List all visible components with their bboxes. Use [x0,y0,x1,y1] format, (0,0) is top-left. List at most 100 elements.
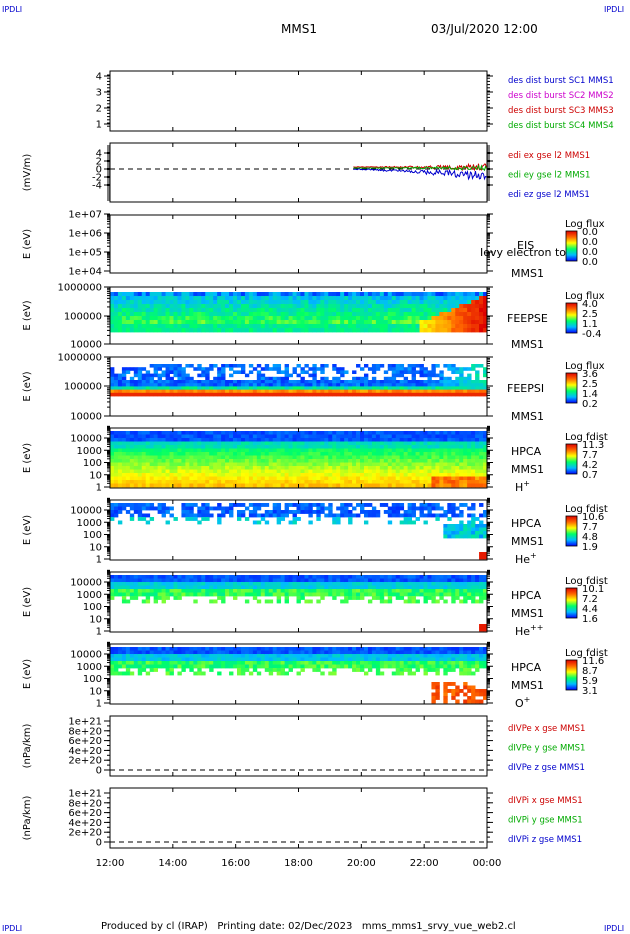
heatmap-cell [288,469,293,474]
heatmap-cell [336,452,341,456]
heatmap-cell [415,506,420,511]
heatmap-cell [161,389,166,394]
heatmap-cell [149,431,155,435]
heatmap-cell [213,383,218,387]
heatmap-cell [415,328,420,333]
heatmap-cell [292,445,297,449]
heatmap-cell [367,438,373,442]
heatmap-cell [340,483,345,488]
heatmap-cell [411,599,416,604]
heatmap-cell [328,459,333,463]
heatmap-cell [471,367,476,371]
heatmap-cell [320,483,325,488]
heatmap-cell [276,376,282,381]
heatmap-cell [117,452,123,456]
heatmap-cell [233,392,238,397]
heatmap-cell [125,462,131,467]
heatmap-cell [153,506,159,511]
heatmap-cell [240,308,246,313]
heatmap-cell [149,503,155,507]
heatmap-cell [149,578,155,583]
heatmap-cell [296,316,301,321]
colorbar-gradient [565,515,578,547]
heatmap-cell [296,599,301,604]
heatmap-cell [264,292,270,297]
heatmap-cell [399,300,405,305]
heatmap-cell [391,452,397,456]
heatmap-cell [137,480,143,484]
heatmap-cell [467,506,472,511]
heatmap-cell [229,389,234,394]
heatmap-cell [165,575,170,579]
heatmap-cell [320,578,325,583]
heatmap-cell [435,392,440,397]
heatmap-cell [332,473,337,477]
heatmap-cell [161,448,166,453]
heatmap-cell [336,455,341,460]
heatmap-cell [153,438,159,442]
heatmap-cell [221,466,226,470]
heatmap-cell [411,389,416,394]
heatmap-cell [443,316,448,321]
heatmap-cell [233,455,238,460]
heatmap-cell [233,578,238,583]
heatmap-cell [451,438,456,442]
heatmap-cell [169,452,174,456]
heatmap-cell [479,459,484,463]
heatmap-cell [256,389,262,394]
heatmap-cell [213,582,218,586]
heatmap-cell [407,328,412,333]
heatmap-cell [113,445,119,449]
heatmap-cell [463,445,468,449]
heatmap-cell [316,462,321,467]
heatmap-cell [459,296,464,301]
heatmap-cell [117,373,123,378]
heatmap-cell [423,441,428,446]
heatmap-cell [141,589,147,593]
heatmap-cell [189,585,194,590]
heatmap-cell [336,389,341,394]
heatmap-cell [181,292,186,297]
heatmap-cell [264,320,270,325]
heatmap-cell [276,585,282,590]
heatmap-cell [411,480,416,484]
heatmap-cell [149,434,155,439]
heatmap-cell [348,434,353,439]
heatmap-cell [308,296,313,301]
heatmap-cell [141,459,147,463]
heatmap-cell [141,517,147,521]
heatmap-cell [304,469,309,474]
heatmap-cell [423,473,428,477]
heatmap-cell [110,476,115,481]
heatmap-cell [236,455,242,460]
heatmap-cell [264,389,270,394]
y-tick-label: 4 [96,72,102,83]
heatmap-cell [157,383,162,387]
heatmap-cell [248,480,254,484]
heatmap-cell [443,383,448,387]
heatmap-cell [352,578,357,583]
heatmap-cell [348,592,353,597]
heatmap-cell [360,448,365,453]
heatmap-cell [209,592,214,597]
heatmap-cell [435,592,440,597]
heatmap-cell [312,510,317,514]
heatmap-cell [181,300,186,305]
heatmap-cell [165,585,170,590]
heatmap-cell [367,292,373,297]
heatmap-cell [304,578,309,583]
heatmap-cell [280,473,286,477]
heatmap-cell [117,434,123,439]
heatmap-cell [149,392,155,397]
heatmap-cell [475,380,480,384]
heatmap-cell [113,292,119,297]
heatmap-cell [284,459,289,463]
heatmap-cell [236,517,242,521]
heatmap-cell [165,312,170,317]
heatmap-cell [344,304,349,309]
heatmap-cell [252,380,258,384]
heatmap-cell [455,324,460,329]
heatmap-cell [205,575,210,579]
heatmap-cell [427,455,432,460]
heatmap-cell [324,506,329,511]
